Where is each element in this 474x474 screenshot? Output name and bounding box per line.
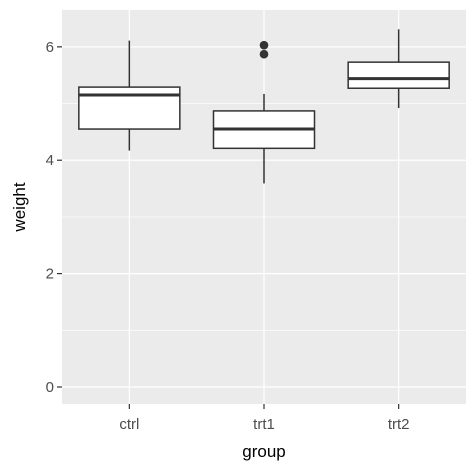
y-axis: 0 2 4 6 <box>46 39 62 396</box>
outlier-point <box>259 49 269 59</box>
y-axis-title: weight <box>10 182 29 232</box>
box-ctrl <box>78 40 181 151</box>
box-trt2 <box>347 29 450 109</box>
box-iqr <box>347 61 450 89</box>
outlier-point <box>259 40 269 50</box>
x-axis: ctrl trt1 trt2 <box>119 404 410 433</box>
y-tick-label: 4 <box>46 152 54 169</box>
y-tick-label: 0 <box>46 379 54 396</box>
x-axis-title: group <box>242 442 285 461</box>
box-series <box>78 29 450 184</box>
y-tick-label: 2 <box>46 266 54 283</box>
x-tick-label: ctrl <box>119 416 139 433</box>
box-iqr <box>78 86 181 130</box>
y-tick-label: 6 <box>46 39 54 56</box>
x-tick-label: trt1 <box>253 416 275 433</box>
x-tick-label: trt2 <box>388 416 410 433</box>
box-trt1 <box>212 40 316 184</box>
